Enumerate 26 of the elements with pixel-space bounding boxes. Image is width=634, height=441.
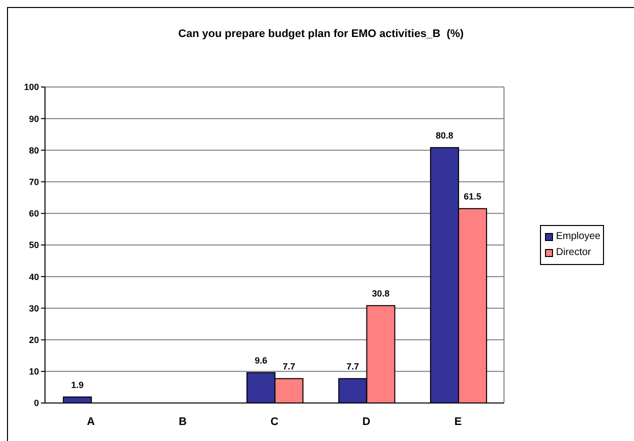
y-tick-label: 100 <box>24 82 39 92</box>
data-label: 80.8 <box>436 130 454 141</box>
data-label: 7.7 <box>346 362 360 372</box>
x-tick-label: B <box>178 416 187 428</box>
data-label: 30.8 <box>372 288 390 299</box>
chart-title: Can you prepare budget plan for EMO activities_B (%) <box>177 28 465 40</box>
y-tick-label: 40 <box>28 272 39 282</box>
x-tick-label: A <box>86 416 95 428</box>
y-tick-label: 50 <box>28 240 39 250</box>
legend-label: Employee <box>556 230 600 244</box>
y-tick-label: 10 <box>28 366 39 377</box>
x-tick-label: D <box>362 416 370 428</box>
legend-label: Director <box>556 246 592 260</box>
data-label: 61.5 <box>464 192 482 202</box>
y-tick-label: 70 <box>28 176 39 187</box>
x-tick-label: E <box>454 416 462 428</box>
data-label: 9.6 <box>254 356 268 366</box>
y-tick-label: 80 <box>28 145 39 156</box>
y-tick-label: 30 <box>28 303 39 314</box>
data-label: 7.7 <box>282 362 296 372</box>
y-tick-label: 20 <box>28 334 39 345</box>
y-tick-label: 60 <box>28 208 39 219</box>
y-tick-label: 0 <box>34 398 39 408</box>
y-tick-label: 90 <box>28 114 39 124</box>
x-tick-label: C <box>270 416 279 428</box>
data-label: 1.9 <box>71 380 84 390</box>
